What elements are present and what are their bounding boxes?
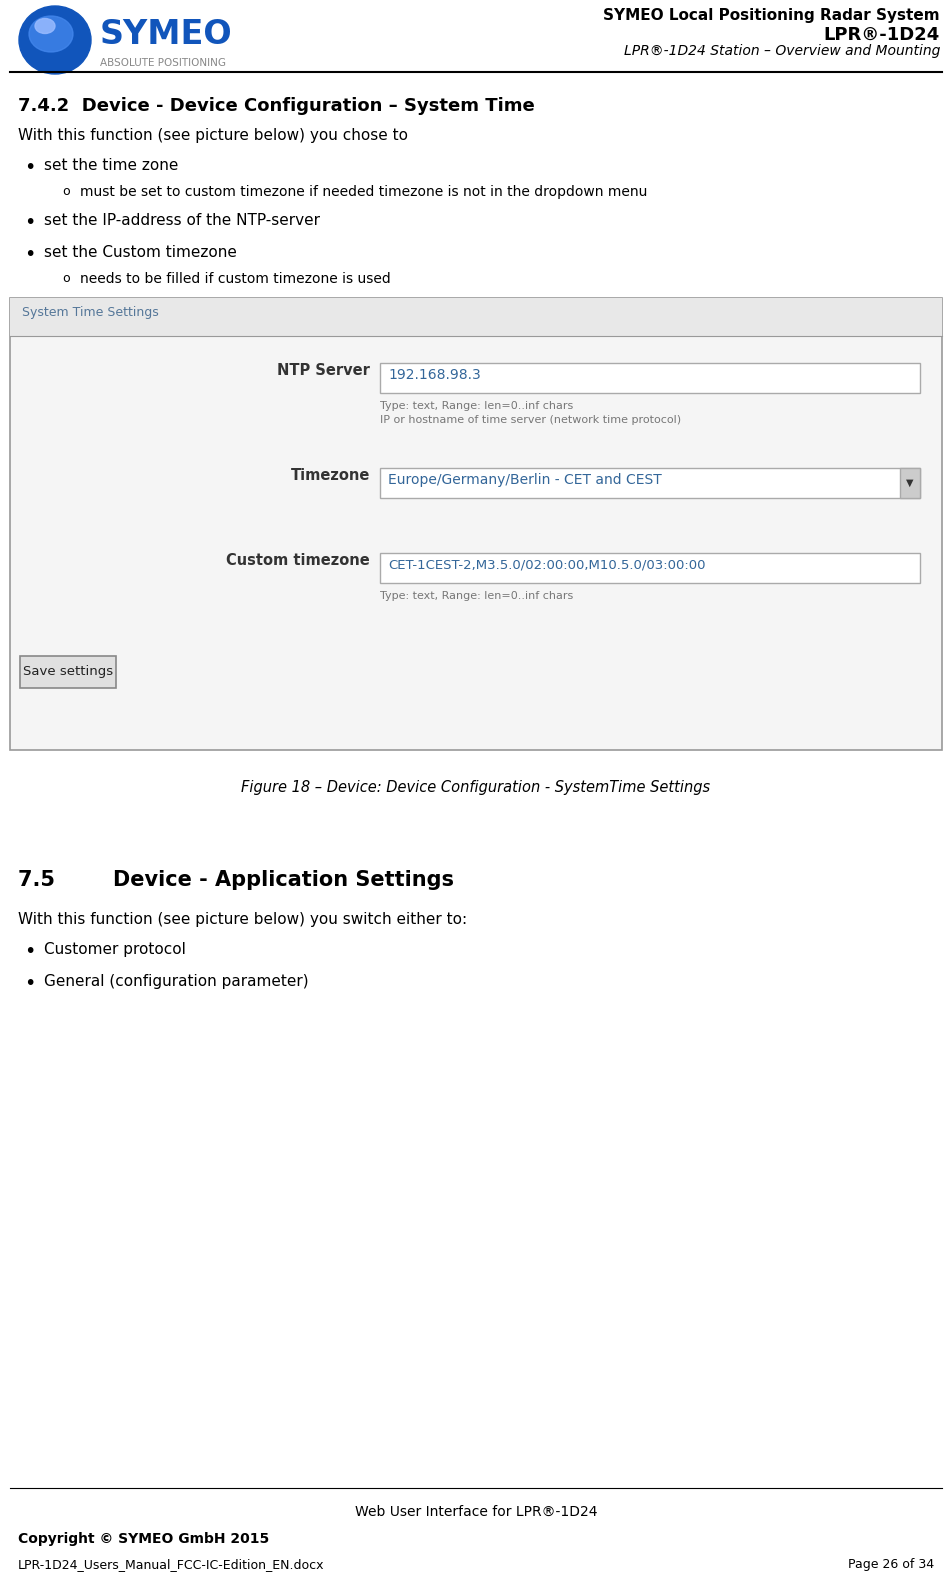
FancyBboxPatch shape <box>10 298 942 336</box>
Text: LPR®-1D24: LPR®-1D24 <box>823 25 940 45</box>
Text: Europe/Germany/Berlin - CET and CEST: Europe/Germany/Berlin - CET and CEST <box>388 473 662 487</box>
Text: must be set to custom timezone if needed timezone is not in the dropdown menu: must be set to custom timezone if needed… <box>80 185 647 199</box>
Text: Figure 18 – Device: Device Configuration - SystemTime Settings: Figure 18 – Device: Device Configuration… <box>242 781 710 795</box>
Text: set the Custom timezone: set the Custom timezone <box>44 245 237 260</box>
Text: NTP Server: NTP Server <box>277 363 370 378</box>
Ellipse shape <box>35 19 55 33</box>
Text: Type: text, Range: len=0..inf chars: Type: text, Range: len=0..inf chars <box>380 401 573 411</box>
Text: ▼: ▼ <box>906 478 914 487</box>
Ellipse shape <box>29 16 73 53</box>
Text: •: • <box>24 941 35 961</box>
Text: o: o <box>62 272 69 285</box>
FancyBboxPatch shape <box>10 298 942 750</box>
Text: SYMEO Local Positioning Radar System: SYMEO Local Positioning Radar System <box>604 8 940 22</box>
Text: 7.4.2  Device - Device Configuration – System Time: 7.4.2 Device - Device Configuration – Sy… <box>18 97 535 115</box>
Text: LPR®-1D24 Station – Overview and Mounting: LPR®-1D24 Station – Overview and Mountin… <box>624 45 940 57</box>
FancyBboxPatch shape <box>380 553 920 583</box>
Text: set the IP-address of the NTP-server: set the IP-address of the NTP-server <box>44 213 320 228</box>
Text: Timezone: Timezone <box>290 468 370 483</box>
Text: System Time Settings: System Time Settings <box>22 306 159 319</box>
Text: •: • <box>24 158 35 177</box>
Text: Web User Interface for LPR®-1D24: Web User Interface for LPR®-1D24 <box>355 1505 597 1520</box>
Text: Type: text, Range: len=0..inf chars: Type: text, Range: len=0..inf chars <box>380 591 573 601</box>
Text: CET-1CEST-2,M3.5.0/02:00:00,M10.5.0/03:00:00: CET-1CEST-2,M3.5.0/02:00:00,M10.5.0/03:0… <box>388 558 705 570</box>
Text: SYMEO: SYMEO <box>100 18 232 51</box>
Text: set the time zone: set the time zone <box>44 158 178 174</box>
Ellipse shape <box>19 6 91 73</box>
Text: Customer protocol: Customer protocol <box>44 941 186 957</box>
Text: With this function (see picture below) you switch either to:: With this function (see picture below) y… <box>18 913 467 927</box>
Text: •: • <box>24 245 35 264</box>
Text: 192.168.98.3: 192.168.98.3 <box>388 368 481 382</box>
Text: With this function (see picture below) you chose to: With this function (see picture below) y… <box>18 127 408 143</box>
Text: •: • <box>24 973 35 992</box>
FancyBboxPatch shape <box>900 468 920 499</box>
Text: 7.5        Device - Application Settings: 7.5 Device - Application Settings <box>18 870 454 890</box>
FancyBboxPatch shape <box>380 468 920 499</box>
Text: o: o <box>62 185 69 198</box>
Text: Save settings: Save settings <box>23 666 113 679</box>
Text: General (configuration parameter): General (configuration parameter) <box>44 973 308 989</box>
Text: Custom timezone: Custom timezone <box>227 553 370 569</box>
Text: •: • <box>24 213 35 233</box>
FancyBboxPatch shape <box>20 656 116 688</box>
Text: Copyright © SYMEO GmbH 2015: Copyright © SYMEO GmbH 2015 <box>18 1532 269 1545</box>
Text: LPR-1D24_Users_Manual_FCC-IC-Edition_EN.docx: LPR-1D24_Users_Manual_FCC-IC-Edition_EN.… <box>18 1558 325 1571</box>
Text: Page 26 of 34: Page 26 of 34 <box>848 1558 934 1571</box>
Text: ABSOLUTE POSITIONING: ABSOLUTE POSITIONING <box>100 57 226 68</box>
Text: needs to be filled if custom timezone is used: needs to be filled if custom timezone is… <box>80 272 390 287</box>
Text: IP or hostname of time server (network time protocol): IP or hostname of time server (network t… <box>380 416 681 425</box>
FancyBboxPatch shape <box>380 363 920 393</box>
